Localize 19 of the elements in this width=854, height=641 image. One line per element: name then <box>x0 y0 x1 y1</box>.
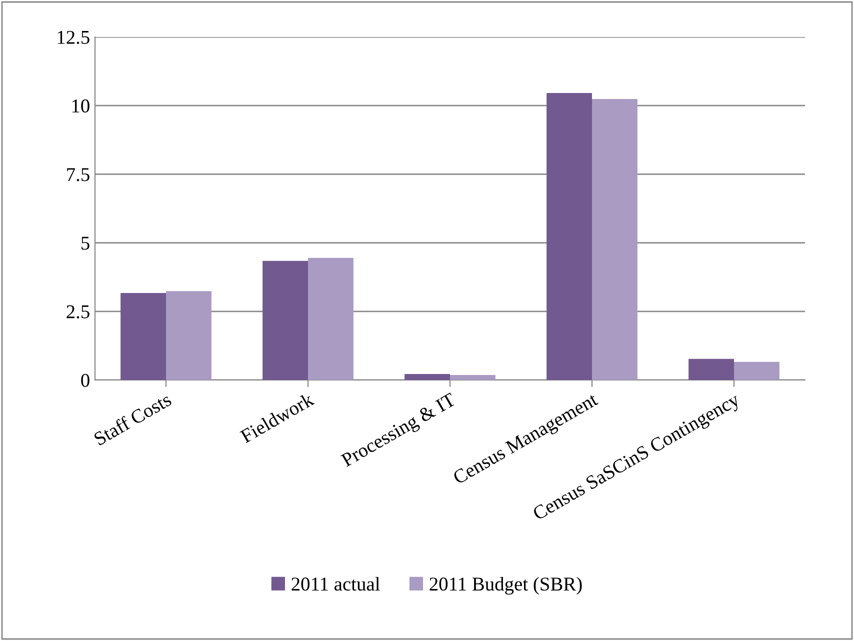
bar <box>592 99 638 380</box>
y-tick-label: 7.5 <box>67 168 90 182</box>
y-tick-label: 0 <box>81 374 90 387</box>
bar <box>404 374 450 380</box>
legend-label: 2011 Budget (SBR) <box>430 576 582 595</box>
bar <box>120 293 166 380</box>
y-tick-label: 10 <box>72 99 90 113</box>
bar <box>688 358 734 380</box>
y-tick-label: 5 <box>82 236 90 250</box>
bar <box>734 362 780 380</box>
x-tick-label: Staff Costs <box>92 392 172 446</box>
bar <box>308 258 354 380</box>
bar <box>450 375 496 380</box>
y-tick-label: 2.5 <box>66 305 90 318</box>
legend-label: 2011 actual <box>292 576 380 591</box>
bar <box>546 92 592 380</box>
bar <box>262 260 308 380</box>
y-tick-label: 12.5 <box>58 30 90 44</box>
bar <box>166 291 212 380</box>
